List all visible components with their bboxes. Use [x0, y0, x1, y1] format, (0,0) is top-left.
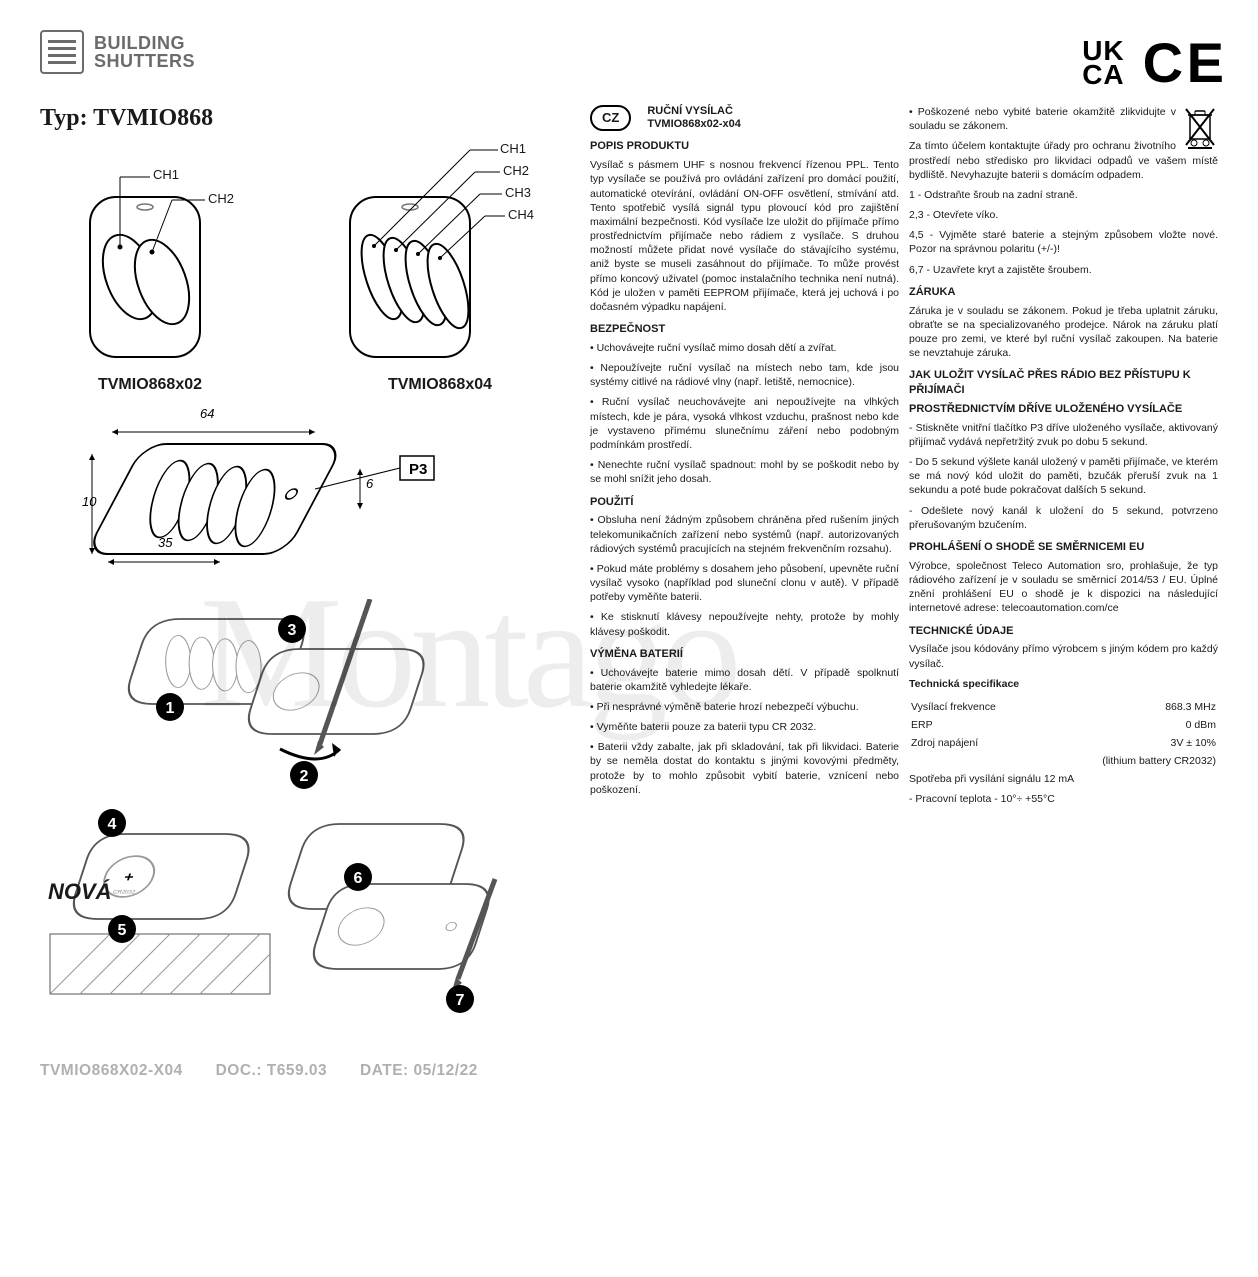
svg-text:2: 2 — [300, 768, 309, 785]
ch2-label: CH2 — [503, 163, 529, 178]
footer-model: TVMIO868X02-X04 — [40, 1062, 183, 1079]
table-row: Vysílací frekvence868.3 MHz — [911, 699, 1216, 715]
section-vymena: VÝMĚNA BATERIÍ — [590, 647, 899, 662]
logo-line1: BUILDING — [94, 34, 195, 52]
ch4-label: CH4 — [508, 207, 534, 222]
bez1: • Uchovávejte ruční vysílač mimo dosah d… — [590, 341, 899, 355]
compliance-marks: UK CA C E — [1082, 30, 1218, 95]
logo-line2: SHUTTERS — [94, 52, 195, 70]
ca-text: CA — [1082, 63, 1124, 87]
ch1-label: CH1 — [153, 167, 179, 182]
battery-steps-diagram: 1 3 2 + CR2032 — [40, 599, 560, 1044]
svg-text:3: 3 — [288, 622, 297, 639]
dim-64: 64 — [200, 406, 214, 421]
vym1: • Uchovávejte baterie mimo dosah dětí. V… — [590, 666, 899, 694]
table-row: ERP0 dBm — [911, 717, 1216, 733]
ce-mark: C E — [1143, 30, 1218, 95]
pros3: - Odešlete nový kanál k uložení do 5 sek… — [909, 504, 1218, 532]
lang-badge-cz: CZ — [590, 105, 631, 131]
doc-title-l2: TVMIO868x02-x04 — [647, 118, 741, 131]
section-prohlaseni: PROHLÁŠENÍ O SHODĚ SE SMĚRNICEMI EU — [909, 540, 1218, 555]
p3-diagram: 64 10 6 35 P3 64 10 6 35 P3 — [40, 404, 560, 589]
remote-x04: CH1 CH2 CH3 CH4 TVMIO868x04 — [320, 142, 560, 394]
pou2: • Pokud máte problémy s dosahem jeho půs… — [590, 562, 899, 605]
pou3: • Ke stisknutí klávesy nepoužívejte neht… — [590, 610, 899, 638]
ch3-label: CH3 — [505, 185, 531, 200]
section-prostrednictvim: PROSTŘEDNICTVÍM DŘÍVE ULOŽENÉHO VYSÍLAČE — [909, 402, 1218, 417]
remote-x02-diagram — [40, 142, 260, 372]
doc-title-l1: RUČNÍ VYSÍLAČ — [647, 105, 741, 118]
pros1: - Stiskněte vnitřní tlačítko P3 dříve ul… — [909, 421, 1218, 449]
vym-s3: 4,5 - Vyjměte staré baterie a stejným zp… — [909, 228, 1218, 256]
vym2: • Při nesprávné výměně baterie hrozí neb… — [590, 700, 899, 714]
bez2: • Nepoužívejte ruční vysílač na místech … — [590, 361, 899, 389]
popis-body: Vysílač s pásmem UHF s nosnou frekvencí … — [590, 158, 899, 314]
vym-s2: 2,3 - Otevřete víko. — [909, 208, 1218, 222]
p3-label: P3 — [409, 461, 427, 478]
section-popis: POPIS PRODUKTU — [590, 139, 899, 154]
bez3: • Ruční vysílač neuchovávejte ani nepouž… — [590, 395, 899, 452]
remote-x02: CH1 CH2 TVMIO868x02 — [40, 142, 260, 394]
vym-s4: 6,7 - Uzavřete kryt a zajistěte šroubem. — [909, 263, 1218, 277]
table-row: (lithium battery CR2032) — [911, 753, 1216, 769]
footer-date: DATE: 05/12/22 — [360, 1062, 478, 1079]
brand-logo: BUILDING SHUTTERS — [40, 30, 195, 74]
type-heading: Typ: TVMIO868 — [40, 105, 560, 132]
svg-text:4: 4 — [108, 816, 117, 833]
weee-bin-icon — [1182, 105, 1218, 149]
ukca-mark: UK CA — [1082, 39, 1124, 87]
ch2-label: CH2 — [208, 191, 234, 206]
table-row: Zdroj napájení3V ± 10% — [911, 735, 1216, 751]
section-technicke: TECHNICKÉ ÚDAJE — [909, 624, 1218, 639]
nova-label: NOVÁ — [48, 879, 112, 905]
vym-s1: 1 - Odstraňte šroub na zadní straně. — [909, 188, 1218, 202]
remote-x02-caption: TVMIO868x02 — [40, 376, 260, 394]
spec-consumption: Spotřeba při vysílání signálu 12 mA — [909, 772, 1218, 786]
vym3: • Vyměňte baterii pouze za baterii typu … — [590, 720, 899, 734]
ch1-label: CH1 — [500, 141, 526, 156]
footer: TVMIO868X02-X04 DOC.: T659.03 DATE: 05/1… — [40, 1062, 1218, 1080]
spec-temp: - Pracovní teplota - 10°÷ +55°C — [909, 792, 1218, 806]
dim-10: 10 — [82, 494, 97, 509]
svg-text:5: 5 — [118, 922, 127, 939]
dim-35: 35 — [158, 535, 173, 550]
pou1: • Obsluha není žádným způsobem chráněna … — [590, 513, 899, 556]
zaruka-body: Záruka je v souladu se zákonem. Pokud je… — [909, 304, 1218, 361]
footer-doc: DOC.: T659.03 — [216, 1062, 328, 1079]
pros2: - Do 5 sekund výšlete kanál uložený v pa… — [909, 455, 1218, 498]
logo-icon — [40, 30, 84, 74]
tech-intro: Vysílače jsou kódovány přímo výrobcem s … — [909, 642, 1218, 670]
remote-x04-caption: TVMIO868x04 — [320, 376, 560, 394]
spec-table: Vysílací frekvence868.3 MHz ERP0 dBm Zdr… — [909, 697, 1218, 772]
section-pouziti: POUŽITÍ — [590, 495, 899, 510]
svg-text:6: 6 — [354, 870, 363, 887]
section-bezpecnost: BEZPEČNOST — [590, 322, 899, 337]
tech-spec-heading: Technická specifikace — [909, 677, 1218, 691]
svg-text:CR2032: CR2032 — [112, 890, 136, 895]
svg-text:1: 1 — [166, 700, 175, 717]
dim-6: 6 — [366, 476, 374, 491]
vym5: • Poškozené nebo vybité baterie okamžitě… — [909, 105, 1218, 133]
bez4: • Nenechte ruční vysílač spadnout: mohl … — [590, 458, 899, 486]
section-zaruka: ZÁRUKA — [909, 285, 1218, 300]
section-jak-ulozit: JAK ULOŽIT VYSÍLAČ PŘES RÁDIO BEZ PŘÍSTU… — [909, 368, 1218, 398]
svg-text:7: 7 — [456, 992, 465, 1009]
vym6: Za tímto účelem kontaktujte úřady pro oc… — [909, 139, 1218, 182]
vym4: • Baterii vždy zabalte, jak při skladová… — [590, 740, 899, 797]
proh-body: Výrobce, společnost Teleco Automation sr… — [909, 559, 1218, 616]
